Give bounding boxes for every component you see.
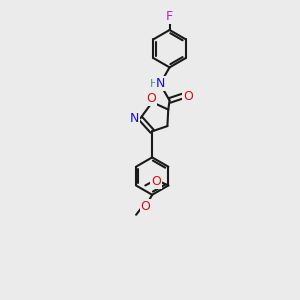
Text: F: F (166, 11, 173, 23)
Text: O: O (183, 90, 193, 103)
Text: N: N (130, 112, 140, 125)
Text: O: O (151, 176, 161, 188)
Text: O: O (146, 92, 156, 105)
Text: N: N (156, 77, 166, 90)
Text: H: H (150, 79, 158, 89)
Text: O: O (141, 200, 151, 214)
